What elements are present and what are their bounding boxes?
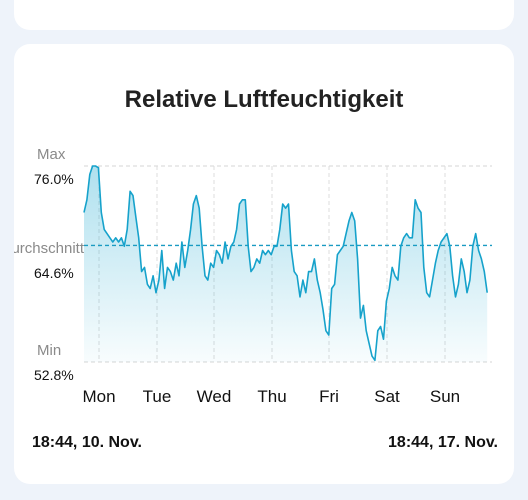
day-label-sat: Sat [374, 387, 400, 406]
day-label-fri: Fri [319, 387, 339, 406]
average-value: 64.6% [34, 265, 74, 281]
humidity-chart[interactable] [14, 44, 514, 484]
range-start: 18:44, 10. Nov. [32, 434, 142, 451]
average-label-clip: Durchschnitt [14, 240, 84, 260]
min-value: 52.8% [34, 367, 74, 383]
humidity-area [84, 166, 488, 362]
humidity-chart-card: Relative Luftfeuchtigkeit Max 76.0% Durc… [14, 44, 514, 484]
day-label-sun: Sun [429, 387, 461, 406]
range-end: 18:44, 17. Nov. [388, 434, 498, 451]
max-label: Max [37, 146, 66, 163]
humidity-line [83, 165, 488, 362]
average-label: Durchschnitt [14, 240, 84, 257]
day-label-wed: Wed [196, 387, 232, 406]
max-value: 76.0% [34, 171, 74, 187]
chart-title: Relative Luftfeuchtigkeit [124, 86, 404, 113]
previous-card [14, 0, 514, 30]
day-label-tue: Tue [142, 387, 172, 406]
day-label-thu: Thu [257, 387, 287, 406]
min-label: Min [37, 342, 62, 359]
day-label-mon: Mon [82, 387, 116, 406]
